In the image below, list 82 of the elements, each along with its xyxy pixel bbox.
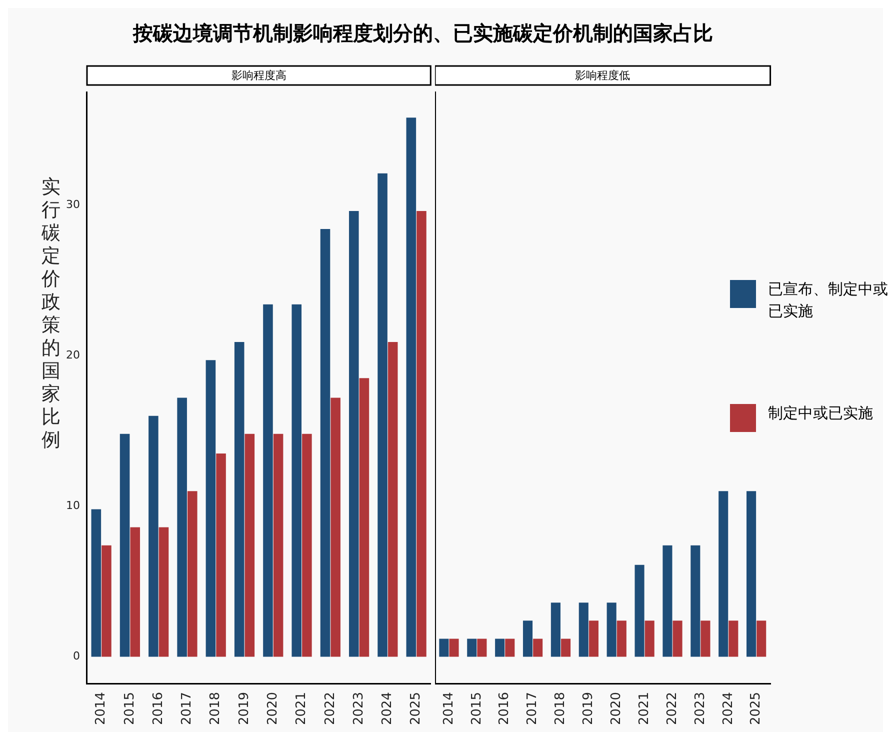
bar — [728, 620, 738, 657]
bar — [477, 638, 487, 657]
x-tick-label: 2024 — [720, 692, 736, 726]
bar — [130, 527, 140, 657]
chart-subtitle: 影响程度高 — [231, 68, 286, 82]
bar — [578, 602, 588, 657]
x-tick-label: 2022 — [322, 692, 338, 726]
bar — [662, 545, 672, 657]
x-tick-label: 2023 — [692, 692, 708, 726]
x-tick-label: 2017 — [180, 692, 195, 726]
bar — [177, 398, 187, 657]
bar — [292, 304, 302, 657]
bar — [187, 491, 198, 657]
x-tick-label: 2016 — [497, 692, 512, 726]
bar — [449, 638, 459, 657]
bar — [505, 638, 515, 657]
legend-label: 制定中或已实施 — [768, 403, 873, 424]
x-tick-label: 2019 — [236, 692, 252, 726]
bar — [495, 638, 505, 657]
bar — [206, 360, 216, 657]
y-tick-label: 30 — [66, 198, 80, 211]
bar — [533, 638, 543, 657]
x-tick-label: 2021 — [636, 692, 652, 726]
bar — [439, 638, 449, 657]
text: 实行碳定价政策的国家比例 — [42, 176, 60, 451]
bar — [416, 210, 426, 657]
x-tick-label: 2015 — [469, 692, 484, 726]
x-tick-label: 2018 — [553, 692, 568, 726]
x-tick-label: 2020 — [266, 692, 281, 726]
bar — [388, 342, 398, 657]
x-tick-label: 2014 — [441, 692, 456, 726]
x-tick-label: 2025 — [748, 692, 764, 726]
bar — [672, 620, 682, 657]
bar — [700, 620, 710, 657]
x-tick-label: 2021 — [294, 692, 310, 726]
bar — [606, 602, 616, 657]
bar — [348, 210, 359, 657]
x-tick-label: 2020 — [608, 692, 624, 726]
bar — [718, 491, 728, 657]
x-tick-label: 2024 — [380, 692, 396, 726]
bar — [634, 564, 644, 657]
y-tick-label: 20 — [66, 348, 80, 362]
bar — [588, 620, 598, 657]
x-tick-label: 2022 — [664, 692, 680, 726]
x-tick-label: 2016 — [150, 692, 166, 726]
bar — [330, 398, 340, 657]
bar — [690, 545, 700, 657]
chart-title: 按碳边境调节机制影响程度划分的、已实施碳定价机制的国家占比 — [132, 20, 714, 47]
bar — [273, 434, 284, 657]
bar — [522, 620, 533, 657]
bar — [263, 304, 273, 657]
bar — [320, 229, 330, 657]
bar — [406, 118, 416, 657]
x-tick-label: 2019 — [581, 692, 596, 726]
legend-label: 已宣布、制定中或已实施 — [768, 279, 888, 322]
bar — [302, 434, 312, 657]
bar — [616, 620, 626, 657]
bar — [560, 638, 571, 657]
bar — [102, 545, 112, 657]
x-tick-label: 2015 — [122, 692, 138, 726]
y-tick-label: 10 — [66, 499, 80, 512]
x-tick-label: 2014 — [94, 692, 109, 726]
bar — [216, 453, 226, 657]
bar — [120, 434, 130, 657]
bar — [234, 342, 244, 657]
bar — [746, 491, 756, 657]
bar — [148, 416, 158, 657]
bar — [244, 434, 255, 657]
bar — [158, 527, 169, 657]
chart-subtitle: 影响程度低 — [575, 68, 630, 82]
bar — [359, 378, 370, 657]
x-tick-label: 2017 — [525, 692, 540, 726]
bar — [378, 173, 388, 657]
bar — [467, 638, 477, 657]
bar — [91, 509, 102, 657]
x-tick-label: 2018 — [208, 692, 224, 726]
y-tick-label: 0 — [72, 650, 80, 663]
bar — [756, 620, 766, 657]
x-tick-label: 2023 — [351, 692, 366, 726]
x-tick-label: 2025 — [408, 692, 424, 726]
bar — [550, 602, 560, 657]
bar — [644, 620, 654, 657]
